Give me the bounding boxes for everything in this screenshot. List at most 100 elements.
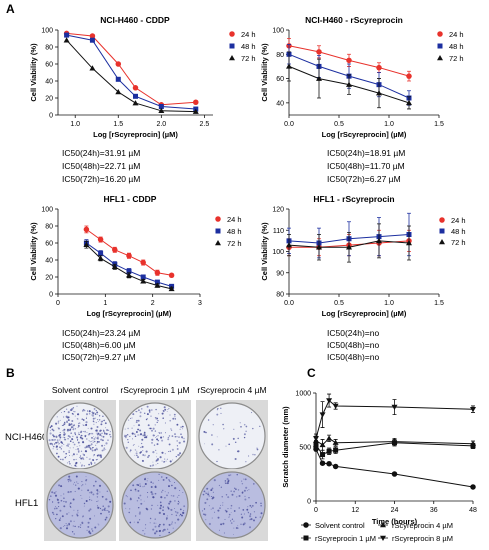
colony-dot <box>211 434 213 436</box>
colony-dot <box>153 444 156 446</box>
colony-dot <box>109 500 112 503</box>
colony-dot <box>214 511 216 513</box>
colony-dot <box>135 421 138 423</box>
colony-dot <box>74 432 76 434</box>
colony-dot <box>96 489 99 492</box>
colony-dot <box>154 525 157 528</box>
colony-dot <box>93 436 95 438</box>
colony-dot <box>163 461 166 463</box>
colony-dot <box>103 419 106 422</box>
colony-dot <box>59 509 62 512</box>
y-axis-label: Cell Viability (%) <box>29 222 38 281</box>
colony-dot <box>85 479 88 482</box>
colony-dot <box>170 495 172 497</box>
colony-dot <box>98 524 100 526</box>
data-point <box>112 247 118 253</box>
colony-dot <box>179 508 182 511</box>
ic50-line: IC50(48h)=no <box>327 352 379 362</box>
colony-dot <box>248 455 250 457</box>
colony-dot <box>130 489 132 492</box>
colony-dot <box>69 409 72 412</box>
colony-dot <box>68 461 71 463</box>
colony-dot <box>75 449 77 450</box>
ic50-notes-p1: IC50(24h)=31.91 µM IC50(48h)=22.71 µM IC… <box>62 148 140 184</box>
colony-dot <box>161 476 163 478</box>
ic50-line: IC50(48h)=no <box>327 340 379 350</box>
series-72-h: 72 h <box>83 239 242 292</box>
colony-dot <box>56 448 58 450</box>
colony-dot <box>247 506 249 508</box>
data-point <box>376 90 382 96</box>
legend-label: 48 h <box>449 42 464 51</box>
colony-dot <box>146 405 149 408</box>
colony-dot <box>223 428 225 430</box>
colony-dot <box>160 496 163 499</box>
colony-dot <box>76 453 78 455</box>
colony-dot <box>52 448 54 450</box>
colony-dot <box>57 455 60 458</box>
colony-dot <box>253 511 256 513</box>
colony-dot <box>97 436 99 439</box>
colony-dot <box>77 413 80 416</box>
colony-dot <box>166 518 168 521</box>
data-point <box>406 73 412 79</box>
colony-dot <box>143 434 146 437</box>
x-tick-label: 1.0 <box>384 300 394 307</box>
colony-dot <box>77 424 80 427</box>
colony-dot <box>141 408 143 410</box>
colony-dot <box>162 417 164 420</box>
colony-dot <box>63 436 66 439</box>
colony-dot <box>71 514 74 517</box>
colony-dot <box>59 432 61 433</box>
data-point <box>313 436 319 442</box>
colony-dot <box>94 526 97 529</box>
data-point <box>89 37 95 43</box>
data-point <box>140 278 147 284</box>
colony-dot <box>210 495 212 498</box>
data-point <box>376 64 382 71</box>
colony-dot <box>76 446 78 447</box>
colony-dot <box>144 478 146 481</box>
colony-dot <box>77 450 80 452</box>
colony-dot <box>149 427 152 430</box>
y-tick-label: 80 <box>45 45 53 52</box>
colony-dot <box>144 527 146 529</box>
colony-dot <box>162 409 165 412</box>
colony-dot <box>92 415 94 417</box>
colony-dot <box>69 429 71 432</box>
colony-dot <box>59 446 61 448</box>
colony-dot <box>152 434 155 437</box>
colony-dot <box>149 464 152 467</box>
colony-dot <box>208 505 210 507</box>
colony-dot <box>135 431 138 433</box>
colony-dot <box>97 414 99 415</box>
colony-dot <box>63 433 66 436</box>
colony-dot <box>233 527 235 529</box>
colony-dot <box>220 523 223 526</box>
colony-dot <box>84 446 87 449</box>
y-tick-label: 100 <box>41 28 53 35</box>
colony-dot <box>51 443 53 445</box>
colony-dot <box>154 492 157 495</box>
colony-dot <box>64 525 66 527</box>
colony-dot <box>250 518 253 521</box>
colony-dot <box>63 500 65 503</box>
colony-dot <box>65 455 67 457</box>
colony-dot <box>162 509 164 512</box>
colony-dot <box>207 419 210 421</box>
colony-dot <box>94 515 96 517</box>
colony-dot <box>157 462 159 465</box>
legend-marker <box>439 217 445 223</box>
colony-dot <box>157 435 159 437</box>
colony-dot <box>182 491 184 494</box>
y-tick-label: 100 <box>41 207 53 214</box>
colony-dot <box>168 523 171 526</box>
colony-dot <box>171 448 174 451</box>
colony-dot <box>101 509 103 511</box>
colony-dot <box>57 501 60 504</box>
colony-dot <box>160 504 162 507</box>
colony-dot <box>169 500 172 503</box>
colony-dot <box>88 509 91 512</box>
colony-plate <box>119 469 191 541</box>
colony-dot <box>137 434 139 436</box>
